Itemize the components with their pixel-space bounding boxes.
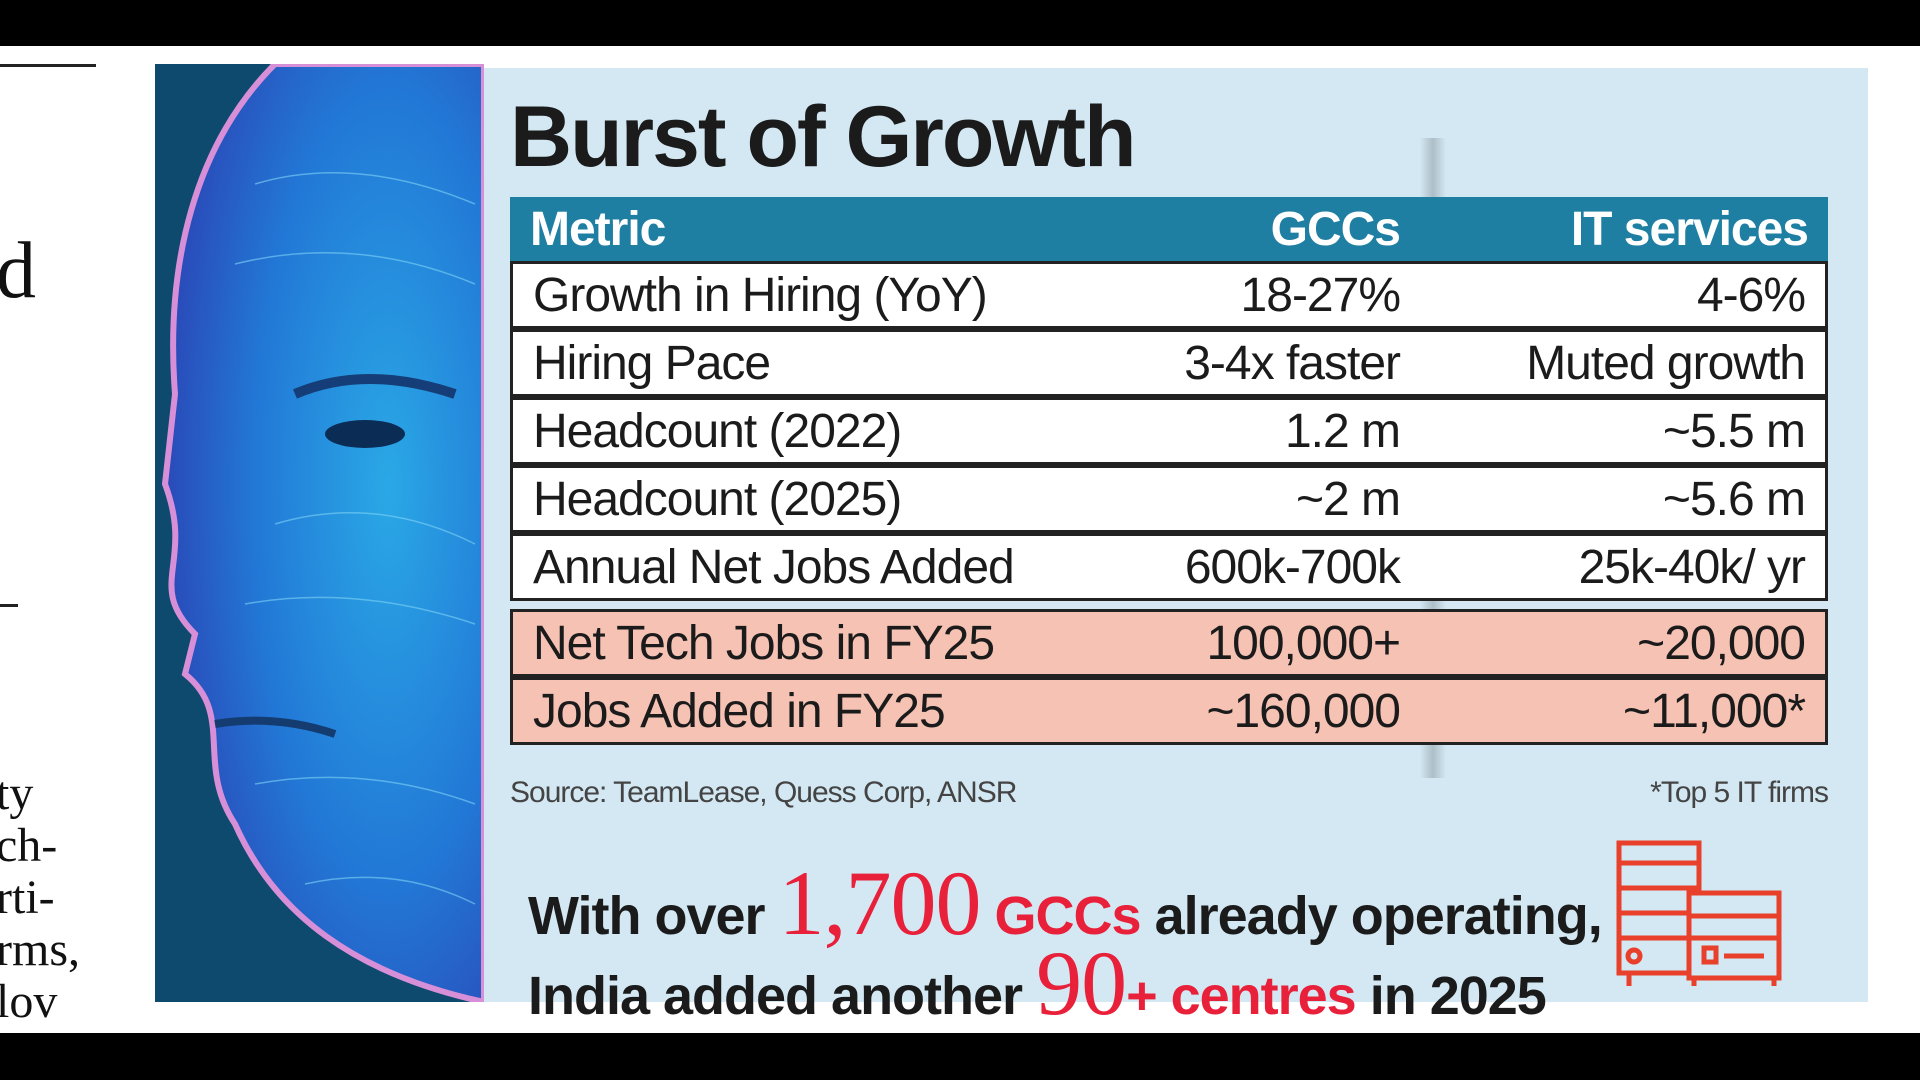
gccs-cell: 18-27% <box>1108 261 1420 329</box>
divider <box>0 64 96 67</box>
gccs-cell: 100,000+ <box>1108 609 1420 677</box>
source-note: Source: TeamLease, Quess Corp, ANSR <box>510 776 1017 809</box>
metric-cell: Net Tech Jobs in FY25 <box>510 609 1108 677</box>
gccs-cell: 3-4x faster <box>1108 329 1420 397</box>
newspaper-page: d ty ch- rti- rms, lov Burst of Growth <box>0 46 1920 1034</box>
footnote: *Top 5 IT firms <box>1650 776 1829 809</box>
server-buildings-icon <box>1616 840 1782 986</box>
table-row: Growth in Hiring (YoY) 18-27% 4-6% <box>510 261 1828 329</box>
ai-face-image <box>155 64 484 1002</box>
gccs-cell: 1.2 m <box>1108 397 1420 465</box>
it-services-cell: ~5.6 m <box>1420 465 1828 533</box>
text-line: ch- <box>0 819 58 872</box>
text-line: rti- <box>0 871 55 924</box>
table-row: Jobs Added in FY25 ~160,000 ~11,000* <box>510 677 1828 745</box>
gccs-cell: ~160,000 <box>1108 677 1420 745</box>
table-row: Hiring Pace 3-4x faster Muted growth <box>510 329 1828 397</box>
article-fragment: ty ch- rti- rms, lov <box>0 768 80 1028</box>
metric-cell: Headcount (2025) <box>510 465 1108 533</box>
it-services-cell: ~20,000 <box>1420 609 1828 677</box>
it-services-cell: Muted growth <box>1420 329 1828 397</box>
text-line: lov <box>0 975 58 1028</box>
metric-cell: Annual Net Jobs Added <box>510 533 1108 601</box>
new-centres-count: 90 <box>1036 932 1127 1034</box>
table-row: Headcount (2025) ~2 m ~5.6 m <box>510 465 1828 533</box>
gccs-cell: ~2 m <box>1108 465 1420 533</box>
tagline-highlight: + centres <box>1126 966 1357 1026</box>
metric-cell: Growth in Hiring (YoY) <box>510 261 1108 329</box>
tagline-text: With over <box>528 886 779 946</box>
tagline-text: in 2025 <box>1355 966 1547 1026</box>
it-services-cell: ~11,000* <box>1420 677 1828 745</box>
comparison-table: Metric GCCs IT services Growth in Hiring… <box>510 197 1828 745</box>
headline-fragment: d <box>0 227 36 315</box>
infographic-title: Burst of Growth <box>510 89 1136 185</box>
column-header-gccs: GCCs <box>1108 197 1420 261</box>
metric-cell: Hiring Pace <box>510 329 1108 397</box>
column-header-it-services: IT services <box>1420 197 1828 261</box>
table-header-row: Metric GCCs IT services <box>510 197 1828 261</box>
it-services-cell: 25k-40k/ yr <box>1420 533 1828 601</box>
tagline-line-1: With over 1,700 GCCs already operating, <box>528 850 1603 956</box>
divider <box>0 604 18 607</box>
metric-cell: Headcount (2022) <box>510 397 1108 465</box>
table-row: Headcount (2022) 1.2 m ~5.5 m <box>510 397 1828 465</box>
tagline-highlight: GCCs <box>980 886 1142 946</box>
infographic-panel: Burst of Growth Metric GCCs IT services … <box>484 68 1868 1034</box>
spacer <box>510 601 1828 609</box>
gcc-count: 1,700 <box>778 852 982 954</box>
column-header-metric: Metric <box>510 197 1108 261</box>
it-services-cell: ~5.5 m <box>1420 397 1828 465</box>
tagline-line-2: India added another 90+ centres in 2025 <box>528 930 1547 1036</box>
table-row: Net Tech Jobs in FY25 100,000+ ~20,000 <box>510 609 1828 677</box>
table-row: Annual Net Jobs Added 600k-700k 25k-40k/… <box>510 533 1828 601</box>
tagline-text: India added another <box>528 966 1037 1026</box>
text-line: rms, <box>0 923 80 976</box>
tagline-text: already operating, <box>1140 886 1603 946</box>
gccs-cell: 600k-700k <box>1108 533 1420 601</box>
metric-cell: Jobs Added in FY25 <box>510 677 1108 745</box>
text-line: ty <box>0 767 34 820</box>
it-services-cell: 4-6% <box>1420 261 1828 329</box>
row-gap <box>510 601 1828 609</box>
